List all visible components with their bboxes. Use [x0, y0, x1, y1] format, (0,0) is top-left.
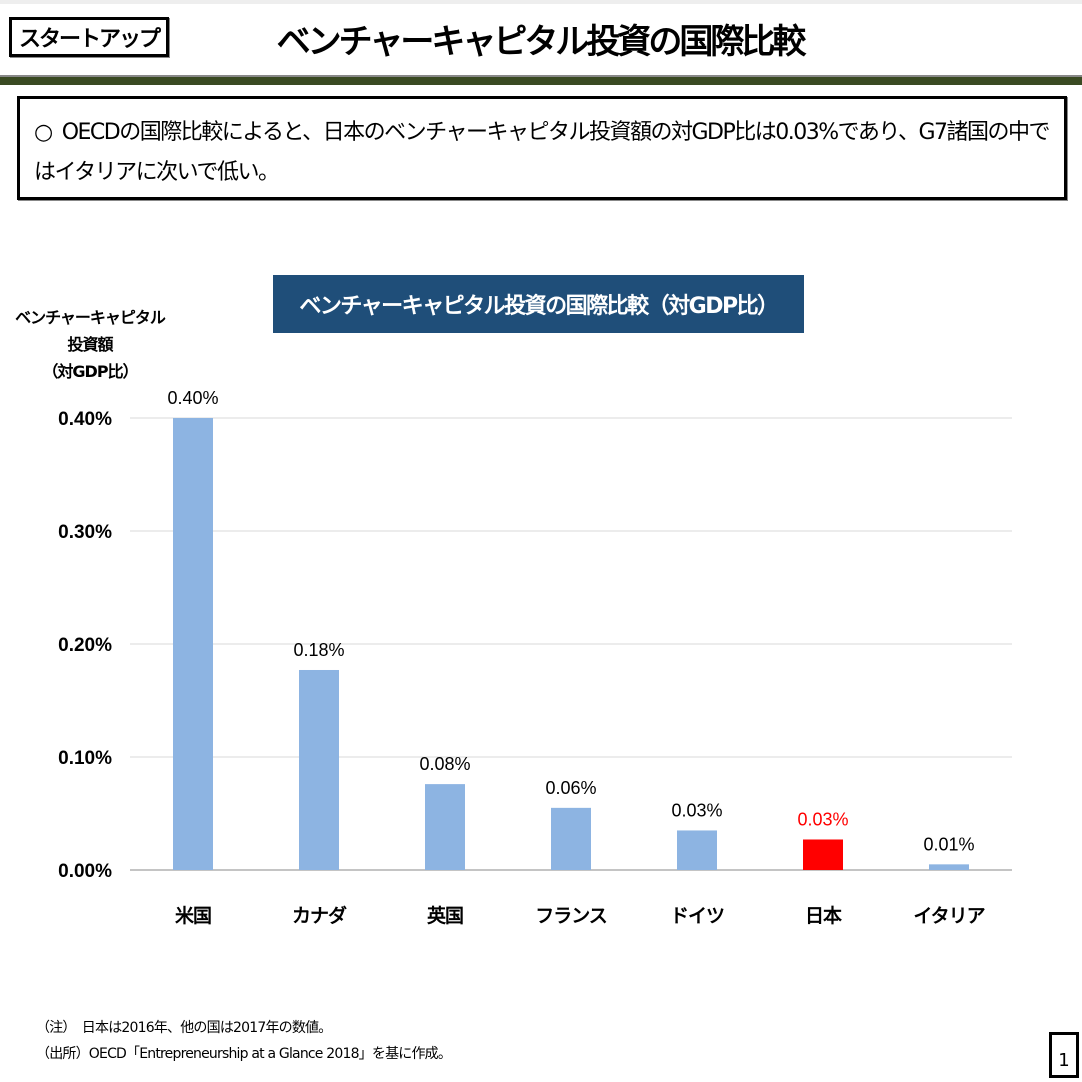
y-axis-label-line: （対GDP比）	[42, 362, 138, 381]
section-tag: スタートアップ	[9, 17, 169, 57]
bar-1	[299, 669, 339, 870]
y-axis-label-line: ベンチャーキャピタル	[15, 308, 166, 327]
title-rule	[0, 75, 1082, 85]
category-label: ドイツ	[670, 905, 724, 927]
data-label: 0.06%	[545, 778, 596, 798]
top-border	[0, 0, 1082, 4]
bar-0	[173, 418, 213, 870]
category-label: フランス	[535, 905, 607, 927]
data-label: 0.08%	[419, 754, 470, 774]
bar-6	[929, 864, 969, 870]
chart-title: ベンチャーキャピタル投資の国際比較（対GDP比）	[273, 275, 804, 333]
summary-text: OECDの国際比較によると、日本のベンチャーキャピタル投資額の対GDP比は0.0…	[34, 120, 1051, 185]
data-label: 0.03%	[671, 800, 722, 820]
bar-4	[677, 830, 717, 870]
footnote: （注） 日本は2016年、他の国は2017年の数値。	[36, 1020, 332, 1036]
data-label: 0.18%	[293, 640, 344, 660]
bar-2	[425, 784, 465, 870]
bar-5	[803, 839, 843, 870]
y-tick-label: 0.10%	[58, 748, 112, 769]
data-label: 0.03%	[797, 809, 848, 829]
bullet-icon: ○	[34, 120, 53, 145]
y-tick-label: 0.00%	[58, 861, 112, 882]
page-number: 1	[1049, 1032, 1079, 1078]
category-label: イタリア	[913, 905, 985, 927]
y-tick-label: 0.30%	[58, 522, 112, 543]
data-label: 0.01%	[923, 834, 974, 854]
summary-box: ○ OECDの国際比較によると、日本のベンチャーキャピタル投資額の対GDP比は0.…	[17, 96, 1067, 200]
category-label: 米国	[175, 904, 211, 927]
category-label: 日本	[805, 904, 842, 927]
y-axis-label-line: 投資額	[67, 335, 113, 354]
y-tick-label: 0.40%	[58, 409, 112, 430]
y-axis-label: ベンチャーキャピタル 投資額 （対GDP比）	[10, 304, 170, 385]
data-label: 0.40%	[167, 388, 218, 408]
bar-3	[551, 807, 591, 870]
category-label: 英国	[427, 904, 463, 927]
category-label: カナダ	[292, 904, 347, 927]
page-title: ベンチャーキャピタル投資の国際比較	[276, 22, 807, 62]
source-note: （出所）OECD「Entrepreneurship at a Glance 20…	[36, 1046, 452, 1062]
y-tick-label: 0.20%	[58, 635, 112, 656]
